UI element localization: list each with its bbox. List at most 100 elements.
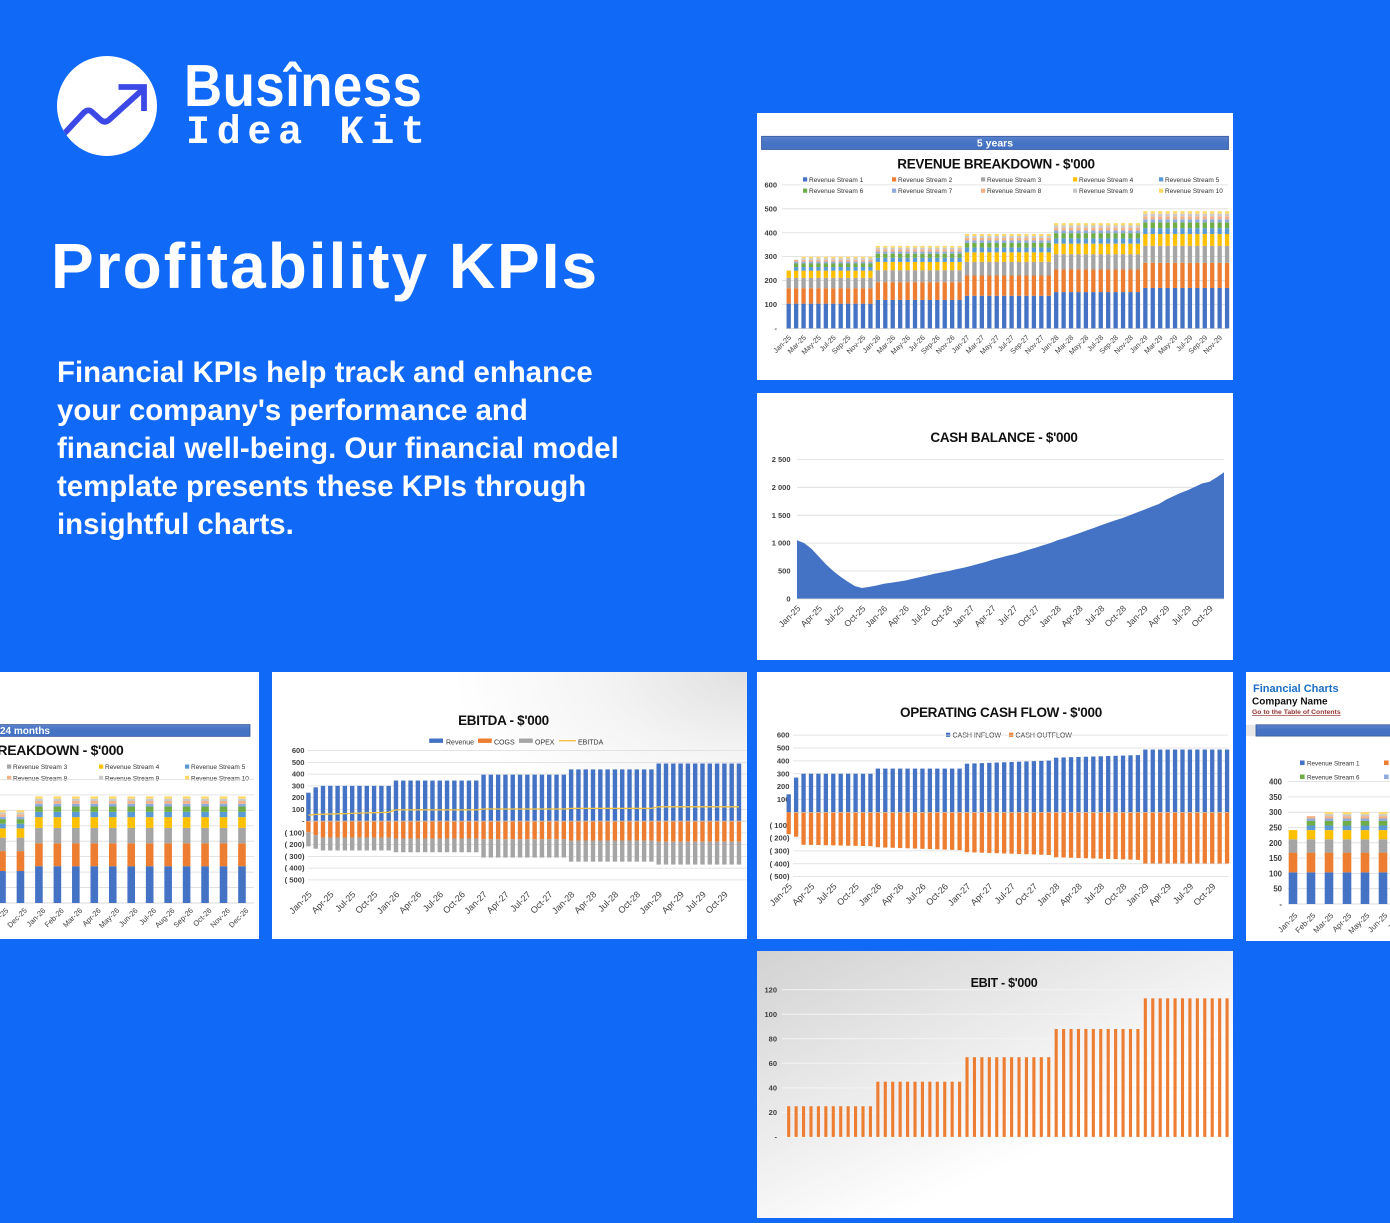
svg-text:( 200): ( 200) (770, 834, 790, 843)
svg-text:Oct-25: Oct-25 (842, 603, 868, 629)
svg-text:Revenue Stream 7: Revenue Stream 7 (898, 188, 953, 195)
svg-text:Jul-28: Jul-28 (1083, 603, 1107, 627)
svg-text:24 months: 24 months (0, 726, 50, 737)
svg-text:Jul-29: Jul-29 (1169, 603, 1193, 627)
svg-text:100: 100 (764, 1010, 777, 1019)
svg-text:250: 250 (1269, 824, 1283, 833)
svg-text:Revenue Stream 1: Revenue Stream 1 (1307, 761, 1360, 768)
svg-text:Oct-28: Oct-28 (1103, 603, 1129, 629)
svg-text:Apr-27: Apr-27 (969, 881, 995, 907)
svg-text:100: 100 (777, 795, 790, 804)
svg-text:( 100): ( 100) (285, 828, 305, 837)
svg-text:400: 400 (777, 757, 790, 766)
svg-text:( 300): ( 300) (770, 847, 790, 856)
svg-text:REVENUE BREAKDOWN - $'000: REVENUE BREAKDOWN - $'000 (897, 157, 1095, 172)
svg-text:400: 400 (292, 770, 305, 779)
svg-text:May-25: May-25 (1347, 911, 1372, 936)
svg-text:0: 0 (786, 595, 790, 604)
svg-text:Sep-26: Sep-26 (172, 906, 195, 929)
svg-text:( 400): ( 400) (285, 864, 305, 873)
svg-text:Apr-27: Apr-27 (972, 603, 998, 629)
svg-text:300: 300 (764, 252, 777, 261)
svg-text:CASH BALANCE - $'000: CASH BALANCE - $'000 (930, 430, 1077, 445)
svg-text:Financial Charts: Financial Charts (1253, 683, 1339, 695)
svg-text:80: 80 (769, 1034, 777, 1043)
svg-text:200: 200 (292, 793, 305, 802)
svg-text:Company Name: Company Name (1252, 697, 1328, 708)
svg-text:200: 200 (1269, 839, 1283, 848)
svg-text:Jan-28: Jan-28 (1037, 603, 1063, 629)
svg-text:Nov-26: Nov-26 (208, 906, 231, 929)
svg-text:Jan-29: Jan-29 (1124, 881, 1151, 908)
svg-text:350: 350 (1269, 793, 1283, 802)
svg-text:Apr-28: Apr-28 (1058, 881, 1084, 907)
svg-text:50: 50 (1273, 885, 1282, 894)
svg-text:( 500): ( 500) (285, 875, 305, 884)
svg-text:CASH OUTFLOW: CASH OUTFLOW (1016, 732, 1073, 739)
svg-text:400: 400 (1269, 778, 1283, 787)
svg-text:Revenue Stream 2: Revenue Stream 2 (898, 177, 953, 184)
svg-text:( 400): ( 400) (770, 859, 790, 868)
svg-text:Jul-25: Jul-25 (814, 881, 838, 905)
svg-text:100: 100 (764, 300, 777, 309)
svg-text:( 300): ( 300) (285, 852, 305, 861)
svg-text:Revenue Stream 8: Revenue Stream 8 (987, 188, 1042, 195)
svg-text:Dec-25: Dec-25 (5, 906, 28, 929)
svg-text:Oct-27: Oct-27 (1013, 881, 1039, 907)
svg-text:COGS: COGS (494, 739, 515, 746)
svg-text:Revenue Stream 6: Revenue Stream 6 (809, 188, 864, 195)
svg-text:Apr-28: Apr-28 (1059, 603, 1085, 629)
svg-text:Revenue Stream 5: Revenue Stream 5 (191, 764, 246, 771)
svg-text:Revenue Stream 3: Revenue Stream 3 (987, 177, 1042, 184)
svg-text:400: 400 (764, 228, 777, 237)
svg-text:300: 300 (1269, 808, 1283, 817)
svg-text:Oct-29: Oct-29 (1189, 603, 1215, 629)
svg-text:600: 600 (777, 731, 790, 740)
svg-text:Dec-26: Dec-26 (227, 906, 250, 929)
svg-text:Apr-26: Apr-26 (885, 603, 911, 629)
svg-text:Aug-26: Aug-26 (153, 906, 176, 929)
svg-text:2 000: 2 000 (772, 483, 791, 492)
svg-text:120: 120 (764, 985, 777, 994)
svg-text:( 100): ( 100) (770, 821, 790, 830)
svg-text:60: 60 (769, 1059, 777, 1068)
svg-text:Revenue Stream 1: Revenue Stream 1 (809, 177, 864, 184)
svg-text:Revenue Stream 10: Revenue Stream 10 (191, 775, 249, 782)
svg-text:Revenue Stream 3: Revenue Stream 3 (13, 764, 68, 771)
svg-text:EBITDA: EBITDA (578, 739, 604, 746)
svg-text:EBITDA - $'000: EBITDA - $'000 (458, 713, 549, 728)
svg-text:Jul-27: Jul-27 (996, 603, 1020, 627)
svg-text:Oct-27: Oct-27 (1016, 603, 1042, 629)
svg-text:300: 300 (292, 781, 305, 790)
svg-text:Jul-29: Jul-29 (1171, 881, 1195, 905)
svg-text:CASH INFLOW: CASH INFLOW (953, 732, 1002, 739)
svg-text:Jul-26: Jul-26 (909, 603, 933, 627)
svg-text:Apr-29: Apr-29 (1146, 603, 1172, 629)
svg-text:Jul-27: Jul-27 (993, 881, 1017, 905)
svg-text:Go to the Table of Contents: Go to the Table of Contents (1252, 709, 1341, 716)
svg-text:Jun-25: Jun-25 (1366, 911, 1390, 935)
svg-text:Jul-25: Jul-25 (1386, 911, 1390, 933)
svg-text:Oct-26: Oct-26 (924, 881, 950, 907)
svg-text:20: 20 (769, 1108, 777, 1117)
svg-text:Mar-25: Mar-25 (1312, 911, 1336, 935)
svg-text:Jan-27: Jan-27 (950, 603, 976, 629)
svg-text:Oct-26: Oct-26 (929, 603, 955, 629)
svg-text:( 500): ( 500) (770, 872, 790, 881)
svg-text:200: 200 (777, 782, 790, 791)
svg-text:2 500: 2 500 (772, 455, 791, 464)
svg-text:Revenue Stream 4: Revenue Stream 4 (1079, 177, 1134, 184)
svg-text:-: - (302, 817, 305, 826)
svg-text:Jan-25: Jan-25 (777, 603, 803, 629)
svg-text:500: 500 (777, 744, 790, 753)
svg-text:Revenue Stream 6: Revenue Stream 6 (1307, 775, 1360, 782)
svg-text:600: 600 (292, 746, 305, 755)
svg-text:Revenue Stream 4: Revenue Stream 4 (105, 764, 160, 771)
svg-text:500: 500 (778, 567, 791, 576)
svg-text:40: 40 (769, 1083, 777, 1092)
svg-text:( 200): ( 200) (285, 840, 305, 849)
svg-text:500: 500 (764, 204, 777, 213)
svg-text:Oct-25: Oct-25 (835, 881, 861, 907)
svg-text:Jan-27: Jan-27 (946, 881, 973, 908)
svg-text:600: 600 (764, 181, 777, 190)
